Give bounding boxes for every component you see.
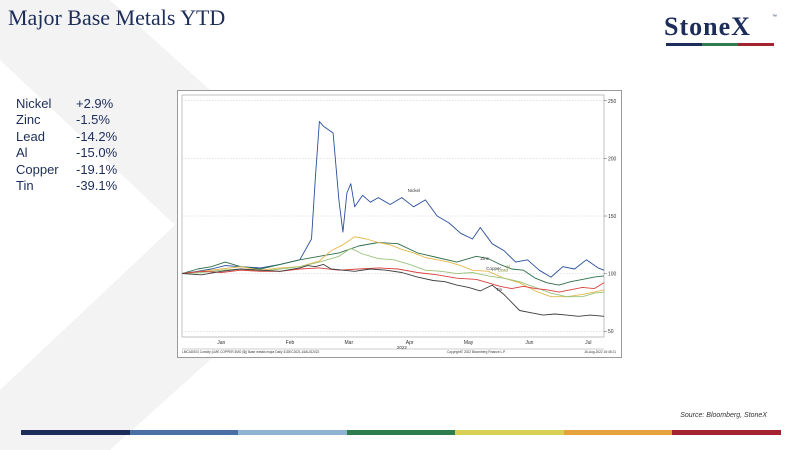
logo-underline <box>666 43 774 46</box>
x-tick-label: Mar <box>345 340 354 346</box>
series-line-lead <box>181 236 605 298</box>
base-metals-line-chart: 50 100 150 200 250 Jan Feb Mar Apr May Jun Jul 2022 L… <box>181 94 617 354</box>
series-line-zinc <box>181 242 605 286</box>
ytd-change-value: -19.1% <box>76 161 118 177</box>
stonex-logo: StoneX ™ <box>664 14 779 50</box>
ytd-performance-table: Nickel +2.9% Zinc -1.5% Lead -14.2% Al -15.0% Co… <box>16 96 117 194</box>
ytd-change-value: +2.9% <box>76 96 114 111</box>
color-bar-segment <box>455 430 564 435</box>
chart-panel: 50 100 150 200 250 Jan Feb Mar Apr May Jun Jul 2022 L… <box>177 90 622 358</box>
color-bar-segment <box>21 430 130 435</box>
x-tick-label: Jun <box>525 340 533 346</box>
x-tick-label: Jan <box>217 340 225 346</box>
x-tick-label: May <box>464 340 474 346</box>
chart-footer-left: LMCADS03 Comdty (LME COPPER 3MO ($)) Bas… <box>182 350 320 354</box>
series-label-lead: Lead <box>498 267 509 272</box>
series-label-tin: Tin <box>496 287 503 292</box>
logo-trademark: ™ <box>772 14 777 20</box>
logo-wordmark: StoneX <box>664 12 751 41</box>
series-label-zinc: Zinc <box>480 256 489 261</box>
color-bar-segment <box>129 430 239 435</box>
y-tick-label: 50 <box>608 329 614 335</box>
chart-footer-right: 16-Aug-2022 15:45:21 <box>584 350 616 354</box>
ytd-row-copper: Copper -19.1% <box>16 162 117 178</box>
series-label-al: Al <box>506 264 510 269</box>
color-bar-segment <box>672 430 782 435</box>
ytd-row-al: Al -15.0% <box>16 145 117 161</box>
source-note: Source: Bloomberg, StoneX <box>680 412 767 419</box>
x-tick-label: Apr <box>406 340 414 346</box>
ytd-metal-name: Zinc <box>16 112 41 128</box>
ytd-row-zinc: Zinc -1.5% <box>16 112 117 128</box>
color-bar-segment <box>238 430 347 435</box>
ytd-change-value: -14.2% <box>76 128 118 144</box>
y-tick-label: 150 <box>608 214 617 220</box>
ytd-metal-name: Lead <box>16 128 45 144</box>
slide-title: Major Base Metals YTD <box>8 5 226 30</box>
ytd-metal-name: Nickel <box>16 96 52 111</box>
ytd-row-tin: Tin -39.1% <box>16 178 117 194</box>
series-label-nickel: Nickel <box>408 188 420 193</box>
x-tick-label: Feb <box>286 340 295 346</box>
chart-footer-middle: Copyright© 2022 Bloomberg Finance L.P. <box>447 350 506 354</box>
ytd-change-value: -15.0% <box>76 145 118 161</box>
ytd-metal-name: Tin <box>16 177 34 193</box>
series-line-nickel <box>181 121 605 278</box>
color-bar-segment <box>346 430 456 435</box>
series-label-copper: Copper <box>486 266 501 271</box>
series-line-tin <box>181 263 605 317</box>
ytd-row-lead: Lead -14.2% <box>16 129 117 145</box>
ytd-row-nickel: Nickel +2.9% <box>16 96 117 112</box>
x-tick-label: Jul <box>585 340 591 346</box>
bottom-color-bar <box>21 430 782 435</box>
ytd-metal-name: Copper <box>16 161 59 177</box>
y-tick-label: 250 <box>608 99 617 105</box>
ytd-change-value: -1.5% <box>76 112 110 128</box>
x-year-label: 2022 <box>397 345 408 350</box>
color-bar-segment <box>563 430 673 435</box>
y-tick-label: 100 <box>608 272 617 278</box>
ytd-metal-name: Al <box>16 145 28 161</box>
y-tick-label: 200 <box>608 156 617 162</box>
ytd-change-value: -39.1% <box>76 177 118 193</box>
series-line-copper <box>181 267 605 293</box>
